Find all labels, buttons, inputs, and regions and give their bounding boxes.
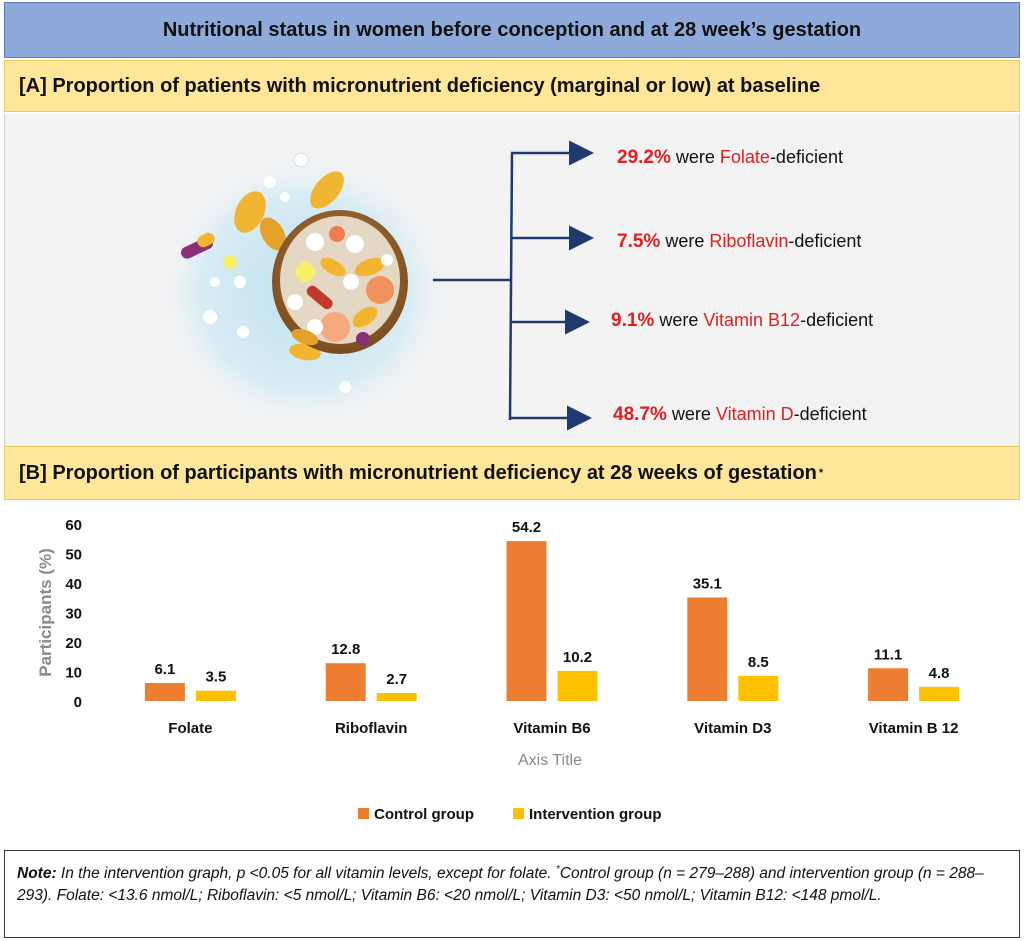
page-title: Nutritional status in women before conce… [4,2,1020,58]
bar-control [687,597,728,701]
pills-bowl-icon [155,152,445,432]
legend-label-control: Control group [374,806,474,823]
data-label: 8.5 [748,654,769,671]
arrows-diagram [433,140,594,431]
bar-chart: 0 10 20 30 40 50 60 Participants (%) 6.1 3.5 Folat… [36,517,960,823]
y-tick-label: 0 [74,694,82,711]
legend-swatch-intervention [513,808,524,819]
section-a-panel: 29.2% were Folate-deficient 7.5% were Ri… [4,114,1020,446]
note-label: Note: [17,865,57,883]
x-tick-label: Vitamin B 12 [869,720,959,737]
stat-vitamin-b12: 9.1% were Vitamin B12-deficient [611,310,874,331]
stat-riboflavin: 7.5% were Riboflavin-deficient [617,231,862,252]
stat-vitamin-d: 48.7% were Vitamin D-deficient [613,404,867,425]
data-label: 2.7 [386,671,407,688]
y-tick-label: 60 [65,517,82,534]
y-tick-label: 20 [65,635,82,652]
note-text-1: In the intervention graph, p <0.05 for a… [56,865,556,883]
section-a-header: [A] Proportion of patients with micronut… [4,60,1020,112]
bar-control [325,663,366,701]
section-b-panel: 0 10 20 30 40 50 60 Participants (%) 6.1 3.5 Folat… [4,500,1020,848]
data-label: 4.8 [929,665,950,682]
bar-intervention [919,686,960,701]
note-box: Note: In the intervention graph, p <0.05… [4,850,1020,938]
x-tick-label: Vitamin B6 [513,720,590,737]
data-label: 10.2 [563,649,592,666]
x-tick-label: Folate [168,720,212,737]
data-label: 3.5 [205,669,226,686]
bar-intervention [557,670,598,701]
bar-intervention [738,675,779,701]
section-b-header-mark: * [818,467,824,479]
stat-folate: 29.2% were Folate-deficient [617,147,843,168]
data-label: 35.1 [693,575,722,592]
y-tick-label: 10 [65,665,82,682]
data-label: 54.2 [512,519,541,536]
section-b-header: [B] Proportion of participants with micr… [4,446,1020,500]
section-b-header-text: [B] Proportion of participants with micr… [19,461,817,484]
y-tick-label: 40 [65,576,82,593]
data-label: 6.1 [154,661,175,678]
bar-intervention [195,690,236,701]
legend-swatch-control [358,808,369,819]
y-tick-label: 30 [65,606,82,623]
y-tick-label: 50 [65,547,82,564]
legend-label-intervention: Intervention group [529,806,662,823]
x-tick-label: Vitamin D3 [694,720,771,737]
x-tick-label: Riboflavin [335,720,408,737]
bar-control [144,683,185,701]
bar-control [506,541,547,701]
note-text-2: Control group (n = 279–288) and interven… [17,865,984,905]
x-axis-label: Axis Title [518,752,582,769]
arrow-trunk [508,152,514,421]
note-mark: * [555,864,560,875]
bar-control [868,668,909,701]
y-axis-label: Participants (%) [36,548,55,676]
bar-intervention [376,693,417,701]
data-label: 12.8 [331,641,360,658]
data-label: 11.1 [874,646,902,663]
